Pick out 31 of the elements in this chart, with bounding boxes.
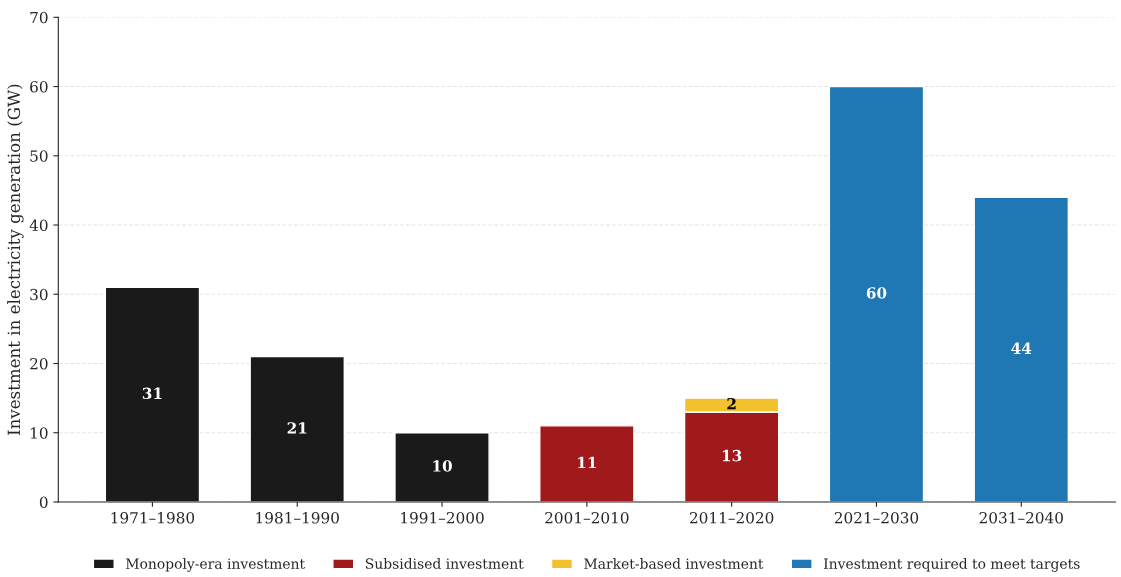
- x-tick-label: 1991–2000: [401, 511, 484, 524]
- data-label: 10: [433, 460, 452, 472]
- data-label: 60: [866, 287, 887, 299]
- y-tick-label: 0: [39, 496, 48, 509]
- y-tick-label: 30: [30, 288, 48, 301]
- bar: [973, 196, 1070, 502]
- legend-label: Monopoly-era investment: [126, 558, 305, 572]
- x-tick-label: 2011–2020: [689, 511, 774, 524]
- y-tick-label: 20: [30, 357, 48, 370]
- y-tick-label: 60: [30, 81, 48, 93]
- y-axis-title: Investment in electricity generation (GW): [7, 84, 24, 436]
- y-tick-label: 40: [29, 219, 48, 232]
- data-label: 44: [1011, 342, 1032, 354]
- y-tick-label: 50: [30, 150, 48, 162]
- x-tick-label: 1981–1990: [256, 511, 339, 524]
- bar: [828, 85, 925, 502]
- data-label: 13: [722, 449, 742, 462]
- y-tick-label: 70: [30, 11, 48, 24]
- x-tick-label: 2001–2010: [545, 511, 629, 524]
- x-tick-label: 2031–2040: [979, 511, 1063, 524]
- legend-label: Market-based investment: [584, 558, 764, 569]
- x-tick-label: 1971–1980: [111, 511, 195, 524]
- data-label: 31: [142, 387, 162, 400]
- legend-label: Subsidised investment: [365, 558, 524, 569]
- data-label: 11: [578, 456, 596, 469]
- x-tick-label: 2021–2030: [834, 511, 919, 524]
- data-label: 21: [287, 422, 307, 434]
- y-tick-label: 10: [30, 427, 48, 439]
- bar: [539, 425, 635, 502]
- legend-label: Investment required to meet targets: [823, 558, 1080, 572]
- data-label: 2: [727, 397, 736, 410]
